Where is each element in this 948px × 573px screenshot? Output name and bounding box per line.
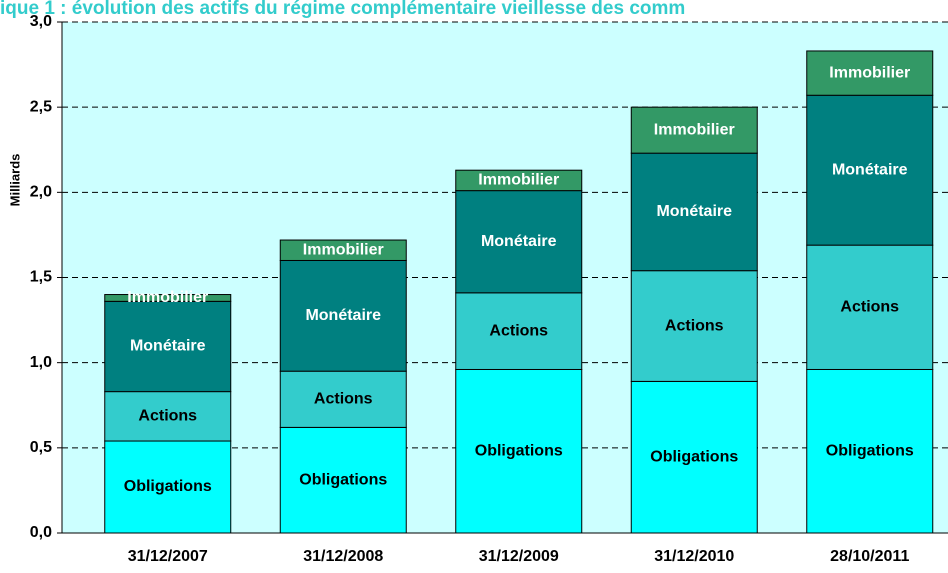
bar-segment (455, 169, 583, 192)
x-tick-label: 31/12/2008 (303, 548, 383, 565)
bar-segment (806, 244, 934, 370)
segment-label: Immobilier (303, 241, 384, 258)
bar-segment (104, 440, 232, 534)
bar-segment (455, 292, 583, 370)
y-tick-label: 3,0 (30, 13, 52, 30)
y-axis-label: Milliards (7, 154, 22, 207)
segment-label: Obligations (826, 442, 914, 459)
bar-segment (630, 152, 758, 272)
bar-segment (806, 50, 934, 96)
segment-label: Immobilier (127, 289, 208, 306)
bar-segment (630, 270, 758, 382)
bar-segment (455, 190, 583, 294)
segment-label: Obligations (124, 478, 212, 495)
bar-segment (104, 391, 232, 442)
segment-label: Immobilier (654, 121, 735, 138)
bar-segment (279, 370, 407, 428)
segment-label: Actions (138, 408, 197, 425)
segment-label: Monétaire (305, 307, 381, 324)
segment-label: Monétaire (656, 203, 732, 220)
bar-segment (630, 380, 758, 534)
y-tick-label: 2,0 (30, 184, 52, 201)
segment-label: Actions (665, 317, 724, 334)
bar-segment (104, 300, 232, 393)
segment-label: Immobilier (478, 172, 559, 189)
bar-segment (455, 368, 583, 534)
bar-segment (806, 94, 934, 246)
y-tick-label: 0,0 (30, 524, 52, 541)
segment-label: Monétaire (832, 161, 908, 178)
segment-label: Actions (489, 322, 548, 339)
y-tick-label: 1,0 (30, 354, 52, 371)
segment-label: Monétaire (130, 338, 206, 355)
y-tick-label: 1,5 (30, 269, 52, 286)
bar-segment (104, 294, 232, 302)
segment-label: Obligations (650, 448, 738, 465)
bar-segment (279, 426, 407, 534)
y-tick-label: 0,5 (30, 439, 52, 456)
segment-label: Immobilier (829, 64, 910, 81)
segment-label: Obligations (475, 442, 563, 459)
segment-label: Obligations (299, 471, 387, 488)
bar-segment (806, 368, 934, 534)
x-tick-label: 31/12/2007 (128, 548, 208, 565)
x-tick-label: 28/10/2011 (830, 548, 909, 565)
segment-label: Actions (840, 299, 899, 316)
bar-segment (279, 259, 407, 372)
x-tick-label: 31/12/2009 (479, 548, 559, 565)
segment-label: Actions (314, 391, 373, 408)
chart-title: ique 1 : évolution des actifs du régime … (0, 0, 685, 19)
y-tick-label: 2,5 (30, 98, 52, 115)
x-tick-label: 31/12/2010 (654, 548, 734, 565)
bar-segment (630, 106, 758, 154)
bar-segment (279, 239, 407, 261)
segment-label: Monétaire (481, 233, 557, 250)
